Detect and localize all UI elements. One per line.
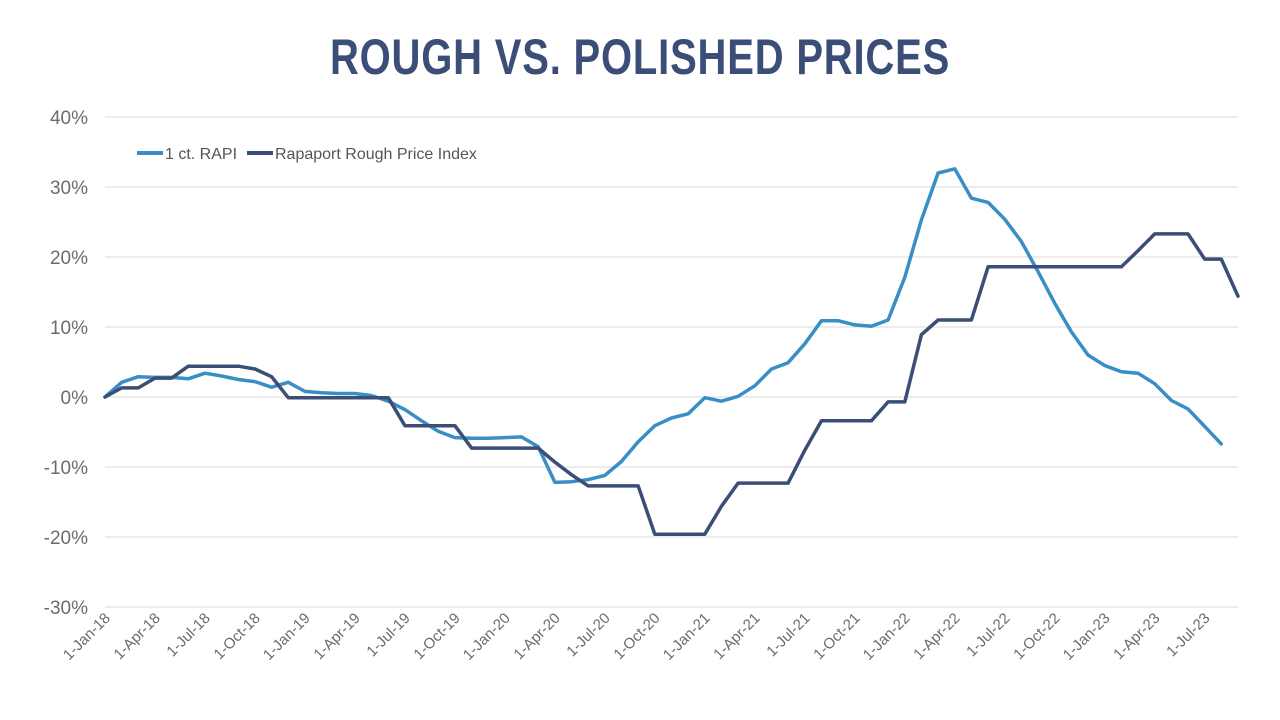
x-tick-label: 1-Jan-21 — [660, 610, 714, 664]
x-tick-label: 1-Jan-19 — [260, 610, 314, 664]
x-tick-label: 1-Jul-19 — [363, 610, 413, 660]
x-tick-label: 1-Oct-21 — [810, 610, 863, 663]
y-tick-label: 0% — [61, 388, 89, 409]
x-tick-label: 1-Apr-20 — [510, 610, 563, 663]
x-tick-label: 1-Jul-20 — [563, 610, 613, 660]
x-tick-label: 1-Jan-20 — [460, 610, 514, 664]
x-tick-label: 1-Apr-21 — [710, 610, 763, 663]
y-tick-label: 20% — [50, 248, 88, 269]
legend: 1 ct. RAPI Rapaport Rough Price Index — [137, 146, 477, 163]
x-tick-label: 1-Jul-23 — [1163, 610, 1213, 660]
series-line-rapi — [103, 167, 1224, 485]
x-tick-label: 1-Oct-18 — [210, 610, 263, 663]
x-tick-label: 1-Apr-18 — [111, 610, 164, 663]
y-axis-ticks: 40% 30% 20% 10% 0% -10% -20% -30% — [44, 108, 88, 619]
x-tick-label: 1-Jul-18 — [163, 610, 213, 660]
x-axis-ticks: 1-Jan-181-Apr-18 1-Jul-181-Oct-181-Jan-19… — [60, 610, 1214, 664]
x-tick-label: 1-Jul-21 — [763, 610, 813, 660]
x-tick-label: 1-Apr-22 — [910, 610, 963, 663]
x-tick-label: 1-Apr-23 — [1110, 610, 1163, 663]
series-lines — [103, 167, 1240, 536]
x-tick-label: 1-Apr-19 — [310, 610, 363, 663]
x-tick-label: 1-Oct-20 — [610, 610, 663, 663]
y-tick-label: -10% — [44, 458, 88, 479]
x-tick-label: 1-Jul-22 — [963, 610, 1013, 660]
y-tick-label: 40% — [50, 108, 88, 129]
chart-title: ROUGH VS. POLISHED PRICES — [329, 29, 951, 85]
y-tick-label: 10% — [50, 318, 88, 339]
legend-label: 1 ct. RAPI — [165, 146, 237, 163]
x-tick-label: 1-Jan-23 — [1060, 610, 1114, 664]
x-tick-label: 1-Oct-19 — [410, 610, 463, 663]
y-tick-label: 30% — [50, 178, 88, 199]
x-tick-label: 1-Oct-22 — [1010, 610, 1063, 663]
gridlines — [105, 116, 1238, 608]
series-line-rough-index — [103, 232, 1240, 536]
y-tick-label: -30% — [44, 598, 88, 619]
legend-label: Rapaport Rough Price Index — [275, 146, 477, 163]
x-tick-label: 1-Jan-22 — [860, 610, 914, 664]
y-tick-label: -20% — [44, 528, 88, 549]
